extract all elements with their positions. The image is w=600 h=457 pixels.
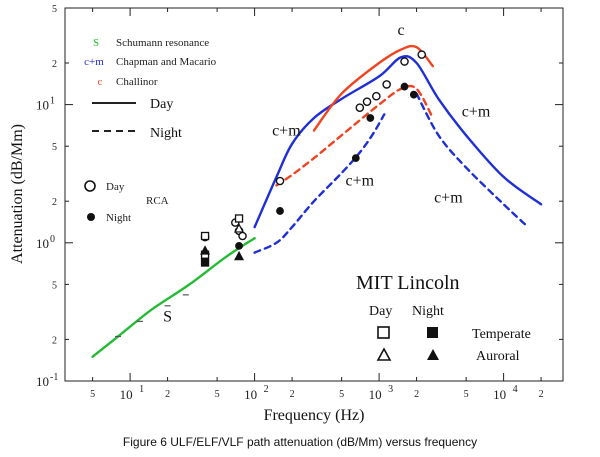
legend-s-symbol: S	[93, 37, 99, 49]
mit-night-auroral-point	[200, 245, 211, 255]
series-layer	[91, 44, 543, 358]
x-tick-label: 10	[120, 387, 133, 402]
x-tick-exponent: 1	[139, 384, 144, 395]
x-tick-label: 10	[493, 387, 506, 402]
rca-day-point	[275, 176, 285, 186]
rca-day-point	[238, 231, 247, 241]
y-minor-tick-label: 2	[52, 197, 57, 208]
y-minor-tick-label: 2	[52, 335, 57, 346]
rca-day-point	[372, 91, 381, 101]
x-minor-tick-label: 5	[464, 389, 469, 400]
x-tick-label: 10	[369, 387, 382, 402]
rca-day-label: Day	[106, 181, 125, 193]
series-cm-day-line	[253, 55, 543, 229]
x-minor-tick-label: 5	[215, 389, 220, 400]
y-tick-exponent: -1	[50, 372, 58, 383]
rca-day-point	[355, 103, 365, 112]
rca-day-point	[382, 80, 391, 89]
mit-auroral-label: Auroral	[476, 349, 520, 364]
rca-day-marker	[84, 180, 96, 192]
mit-day-label: Day	[369, 304, 392, 319]
rca-night-label: Night	[106, 212, 131, 224]
y-minor-tick-label: 5	[52, 142, 57, 153]
rca-night-point	[351, 154, 360, 163]
annotation-label: c+m	[434, 190, 463, 207]
points-layer	[115, 50, 427, 338]
annotations-layer: Sc+m c c+m c+m c+m	[163, 22, 491, 326]
mit-night-temperate-point	[200, 258, 210, 267]
annotation-label: c+m	[272, 122, 301, 139]
annotation-label: c+m	[462, 104, 491, 121]
rca-day-point	[417, 50, 427, 59]
y-tick-label: 10	[36, 98, 49, 113]
x-tick-exponent: 4	[513, 384, 518, 395]
y-tick-exponent: 0	[50, 234, 55, 245]
rca-night-point	[276, 207, 284, 215]
mit-night-auroral-point	[234, 250, 245, 261]
mit-day-temperate-marker	[377, 326, 390, 339]
x-minor-tick-label: 5	[339, 389, 344, 400]
legend-s-label: Schumann resonance	[116, 37, 209, 49]
x-tick-label: 10	[244, 387, 257, 402]
figure-caption: Figure 6 ULF/ELF/VLF path attenuation (d…	[122, 435, 478, 449]
y-minor-tick-label: 2	[52, 59, 57, 70]
series-cm-night-hf-line	[415, 92, 527, 226]
rca-night-point	[366, 114, 375, 122]
x-minor-tick-label: 2	[539, 389, 544, 400]
legend-cm-symbol: c+m	[84, 56, 104, 68]
mit-day-auroral-point	[234, 223, 245, 233]
legend-cm-label: Chapman and Macario	[116, 56, 217, 68]
rca-night-point	[400, 82, 409, 91]
rca-night-point	[409, 90, 418, 99]
mit-night-temperate-marker	[427, 327, 438, 338]
legend-night-label: Night	[150, 126, 182, 141]
y-tick-label: 10	[36, 236, 49, 251]
annotation-label: S	[163, 308, 172, 325]
rca-legend: Day RCA Night	[84, 180, 169, 224]
annotation-label: c	[397, 22, 404, 39]
rca-day-point	[362, 97, 372, 106]
rca-night-marker	[87, 213, 95, 221]
x-axis-title: Frequency (Hz)	[264, 407, 365, 424]
series-S-line	[91, 237, 256, 358]
plot-frame	[64, 7, 564, 382]
annotation-label: c+m	[346, 172, 375, 189]
x-minor-tick-label: 2	[414, 389, 419, 400]
mit-day-temperate-point	[234, 214, 244, 223]
x-tick-exponent: 2	[264, 384, 269, 395]
y-tick-exponent: 1	[50, 96, 55, 107]
x-tick-exponent: 3	[388, 384, 393, 395]
x-minor-tick-label: 5	[90, 389, 95, 400]
mit-night-label: Night	[412, 304, 444, 319]
y-tick-label: 10	[36, 374, 49, 389]
mit-day-temperate-point	[200, 231, 210, 241]
mit-day-auroral-marker	[376, 347, 392, 361]
rca-night-point	[235, 241, 243, 250]
mit-temperate-label: Temperate	[472, 327, 531, 342]
x-minor-tick-label: 2	[290, 389, 295, 400]
legend-c-label: Challinor	[116, 76, 158, 88]
legend-day-label: Day	[150, 97, 173, 112]
y-minor-tick-label: 5	[52, 280, 57, 291]
y-minor-tick-label: 5	[52, 4, 57, 15]
y-axis-title: Attenuation (dB/Mm)	[9, 124, 26, 264]
source-legend: S Schumann resonance c+m Chapman and Mac…	[84, 37, 217, 141]
rca-day-point	[400, 57, 409, 66]
series-c-night-line	[275, 84, 434, 187]
x-minor-tick-label: 2	[165, 389, 170, 400]
mit-title: MIT Lincoln	[356, 272, 460, 294]
series-cm-night-line	[253, 113, 386, 254]
series-c-day-line	[312, 44, 434, 132]
mit-night-auroral-marker	[427, 349, 439, 360]
mit-lincoln-legend: MIT Lincoln Day Night Temperate Auroral	[356, 272, 531, 364]
rca-title: RCA	[146, 195, 169, 207]
legend-c-symbol: c	[98, 76, 103, 88]
